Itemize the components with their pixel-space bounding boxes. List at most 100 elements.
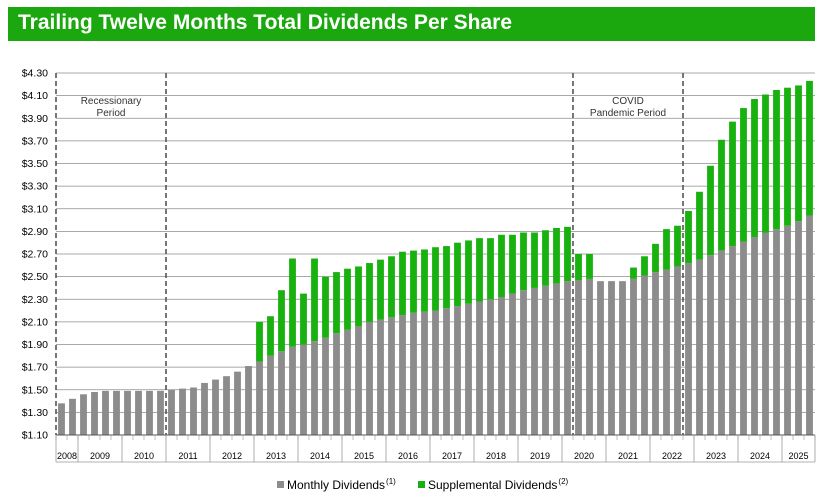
bar-monthly — [245, 365, 252, 435]
bar-supplemental — [278, 290, 285, 352]
y-tick-label: $3.70 — [22, 135, 48, 147]
year-label: 2012 — [222, 451, 242, 461]
bar-monthly — [388, 317, 395, 435]
bar-supplemental — [267, 316, 274, 356]
bar-monthly — [366, 321, 373, 435]
bar-monthly — [113, 390, 120, 435]
year-label: 2023 — [706, 451, 726, 461]
bar-supplemental — [531, 232, 538, 288]
bar-monthly — [234, 371, 241, 435]
bars — [58, 80, 813, 435]
bar-supplemental — [388, 256, 395, 318]
bar-supplemental — [729, 121, 736, 247]
bar-monthly — [542, 285, 549, 435]
bar-supplemental — [553, 227, 560, 284]
bar-supplemental — [454, 242, 461, 307]
bar-supplemental — [740, 108, 747, 242]
bar-supplemental — [465, 240, 472, 304]
bar-monthly — [289, 346, 296, 435]
year-label: 2016 — [398, 451, 418, 461]
bar-supplemental — [795, 85, 802, 222]
bar-supplemental — [784, 87, 791, 226]
year-label: 2011 — [178, 451, 197, 461]
bar-monthly — [740, 241, 747, 435]
bar-supplemental — [542, 230, 549, 286]
year-label: 2014 — [310, 451, 330, 461]
legend-superscript: (2) — [558, 477, 568, 486]
bar-supplemental — [487, 238, 494, 300]
bar-monthly — [773, 229, 780, 435]
bar-supplemental — [674, 225, 681, 267]
bar-monthly — [201, 382, 208, 435]
bar-monthly — [69, 398, 76, 435]
bar-monthly — [432, 310, 439, 435]
year-label: 2019 — [530, 451, 550, 461]
bar-monthly — [674, 266, 681, 435]
bar-monthly — [597, 281, 604, 435]
chart-title: Trailing Twelve Months Total Dividends P… — [18, 11, 512, 34]
y-tick-label: $2.30 — [22, 294, 48, 306]
bar-supplemental — [641, 256, 648, 276]
bar-monthly — [465, 303, 472, 435]
bar-monthly — [454, 306, 461, 435]
bar-monthly — [278, 351, 285, 435]
year-label: 2010 — [134, 451, 154, 461]
bar-monthly — [806, 215, 813, 435]
bar-monthly — [102, 390, 109, 435]
bar-monthly — [619, 281, 626, 435]
bar-supplemental — [421, 249, 428, 312]
bar-supplemental — [498, 234, 505, 297]
bar-monthly — [751, 237, 758, 435]
year-label: 2021 — [618, 451, 638, 461]
bar-monthly — [344, 329, 351, 435]
bar-monthly — [399, 315, 406, 435]
bar-supplemental — [289, 258, 296, 347]
year-label: 2017 — [442, 451, 462, 461]
bar-monthly — [421, 311, 428, 435]
bar-monthly — [410, 312, 417, 435]
bar-supplemental — [399, 251, 406, 316]
bar-supplemental — [630, 267, 637, 279]
bar-supplemental — [751, 99, 758, 238]
y-tick-label: $1.50 — [22, 384, 48, 396]
period-annotation-text: Recessionary — [81, 96, 142, 107]
bar-supplemental — [344, 268, 351, 330]
bar-monthly — [91, 392, 98, 435]
year-label: 2025 — [788, 451, 808, 461]
period-dividers — [55, 73, 684, 435]
bar-monthly — [663, 269, 670, 435]
bar-supplemental — [311, 258, 318, 342]
bar-monthly — [311, 341, 318, 435]
bar-monthly — [509, 293, 516, 435]
bar-monthly — [322, 337, 329, 435]
bar-supplemental — [696, 191, 703, 260]
bar-supplemental — [718, 139, 725, 251]
y-tick-label: $4.10 — [22, 90, 48, 102]
title-bar: Trailing Twelve Months Total Dividends P… — [8, 7, 815, 41]
bar-monthly — [146, 390, 153, 435]
y-tick-label: $2.50 — [22, 271, 48, 283]
bar-monthly — [520, 290, 527, 435]
bar-supplemental — [762, 94, 769, 233]
y-tick-label: $1.90 — [22, 339, 48, 351]
bar-supplemental — [652, 243, 659, 273]
period-annotation-text: Pandemic Period — [590, 108, 666, 119]
bar-supplemental — [366, 263, 373, 322]
bar-monthly — [443, 308, 450, 435]
bar-monthly — [212, 379, 219, 435]
bar-monthly — [630, 278, 637, 435]
year-label: 2009 — [90, 451, 110, 461]
year-label: 2022 — [662, 451, 682, 461]
year-label: 2024 — [750, 451, 770, 461]
bar-monthly — [124, 390, 131, 435]
period-annotation-text: COVID — [612, 96, 644, 107]
y-tick-label: $3.50 — [22, 158, 48, 170]
bar-monthly — [498, 296, 505, 435]
legend-swatch — [418, 481, 425, 488]
bar-monthly — [80, 394, 87, 435]
bar-monthly — [487, 299, 494, 435]
bar-supplemental — [377, 259, 384, 320]
bar-supplemental — [520, 232, 527, 291]
bar-supplemental — [575, 254, 582, 281]
